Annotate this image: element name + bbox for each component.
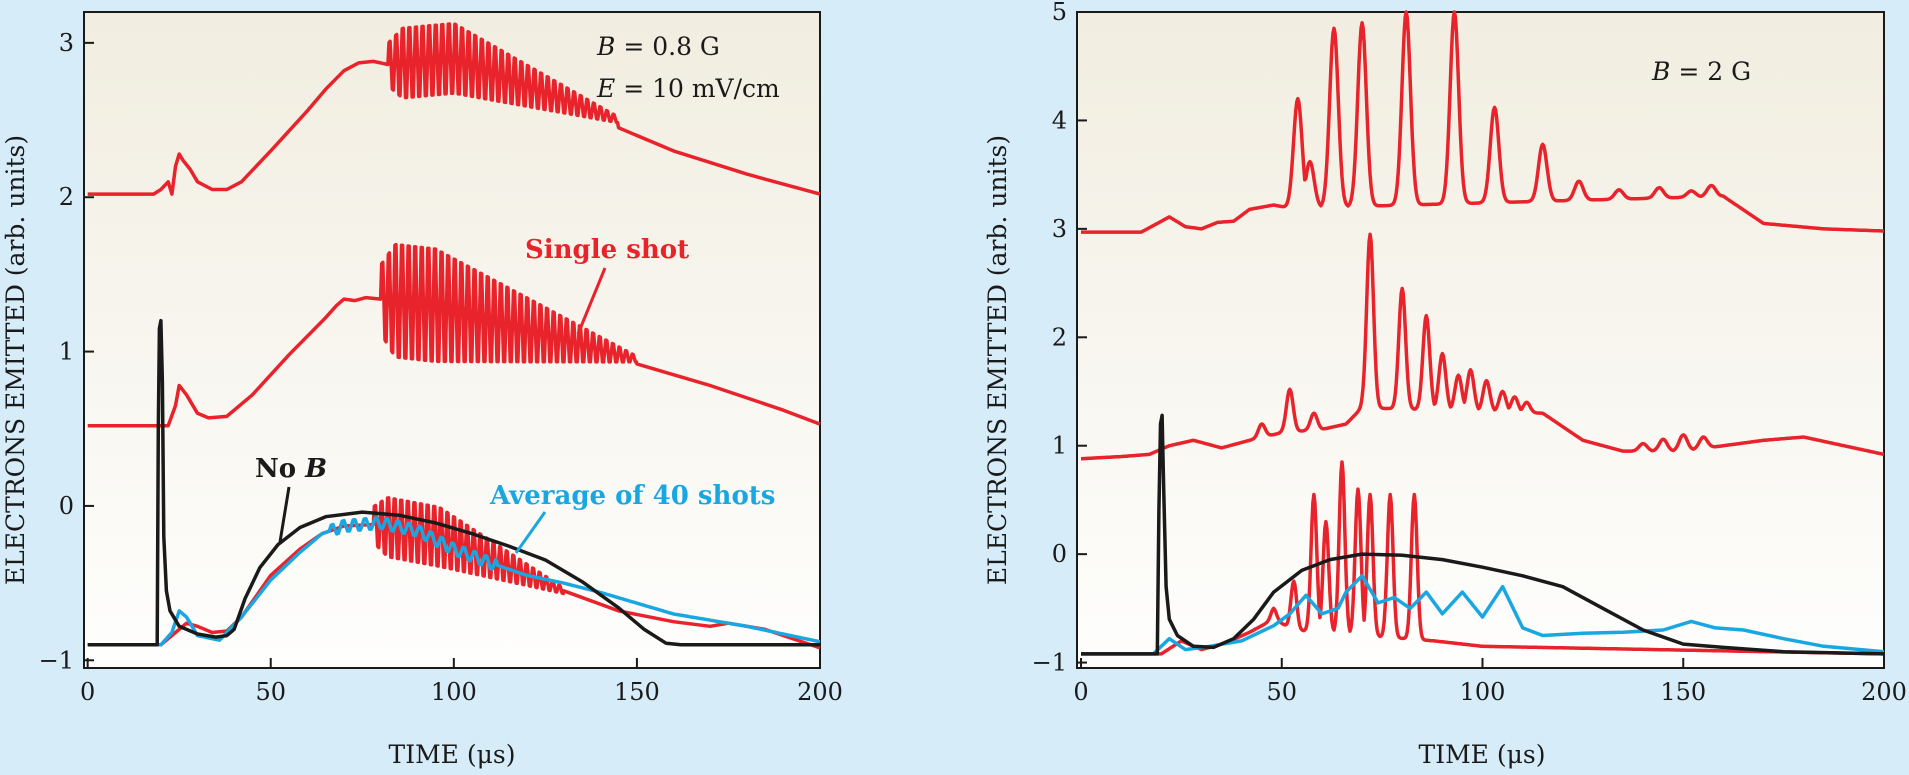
left-field-e-annotation: E = 10 mV/cm <box>596 74 780 103</box>
left-y-axis-label: ELECTRONS EMITTED (arb. units) <box>1 135 30 585</box>
right-ytick-label: 3 <box>1052 215 1067 243</box>
right-field-b-annotation: B = 2 G <box>1651 57 1751 86</box>
left-series-single-shot-middle-trace <box>87 242 821 428</box>
right-x-axis-label: TIME (μs) <box>1419 740 1546 769</box>
single-shot-pointer <box>576 267 607 335</box>
right-series-no-b <box>1081 413 1885 656</box>
left-xtick-label: 50 <box>255 678 286 706</box>
left-xtick-label: 100 <box>431 678 477 706</box>
right-series-average-of-40-shots <box>1081 574 1885 656</box>
single-shot-label: Single shot <box>525 235 689 265</box>
left-xtick-label: 0 <box>80 678 95 706</box>
left-series-no-b <box>87 318 820 647</box>
right-xtick-label: 0 <box>1073 678 1088 706</box>
right-ytick-label: −1 <box>1032 649 1067 677</box>
right-ytick-label: 0 <box>1052 540 1067 568</box>
no-b-pointer <box>278 486 291 543</box>
right-ytick-label: 2 <box>1052 323 1067 351</box>
right-xtick-label: 50 <box>1266 678 1297 706</box>
average-pointer <box>514 511 547 554</box>
average-label: Average of 40 shots <box>489 481 775 511</box>
left-series-single-shot-upper-trace <box>87 22 821 196</box>
right-ytick-label: 4 <box>1052 106 1067 134</box>
left-xtick-label: 200 <box>797 678 843 706</box>
left-ytick-label: 2 <box>59 183 74 211</box>
right-series-group <box>1080 10 1885 656</box>
left-ytick-label: 3 <box>59 29 74 57</box>
right-series-single-shot-middle-trace <box>1080 232 1885 461</box>
left-field-b-annotation: B = 0.8 G <box>596 32 720 61</box>
right-series-single-shot-upper-trace <box>1080 10 1885 234</box>
right-plot-area <box>1076 11 1885 669</box>
left-x-axis-label: TIME (μs) <box>389 740 516 769</box>
right-y-axis-label: ELECTRONS EMITTED (arb. units) <box>983 135 1012 585</box>
left-series-group <box>87 22 821 650</box>
left-xtick-label: 150 <box>614 678 660 706</box>
right-ytick-label: 1 <box>1052 432 1067 460</box>
left-series-average-of-40-shots <box>87 516 821 647</box>
left-ytick-label: 1 <box>59 338 74 366</box>
left-ytick-label: −1 <box>39 646 74 674</box>
right-xtick-label: 200 <box>1861 678 1907 706</box>
left-ytick-label: 0 <box>59 492 74 520</box>
right-ytick-label: 5 <box>1052 0 1067 26</box>
right-xtick-label: 150 <box>1660 678 1706 706</box>
no-b-label: No B <box>255 454 327 484</box>
right-xtick-label: 100 <box>1460 678 1506 706</box>
